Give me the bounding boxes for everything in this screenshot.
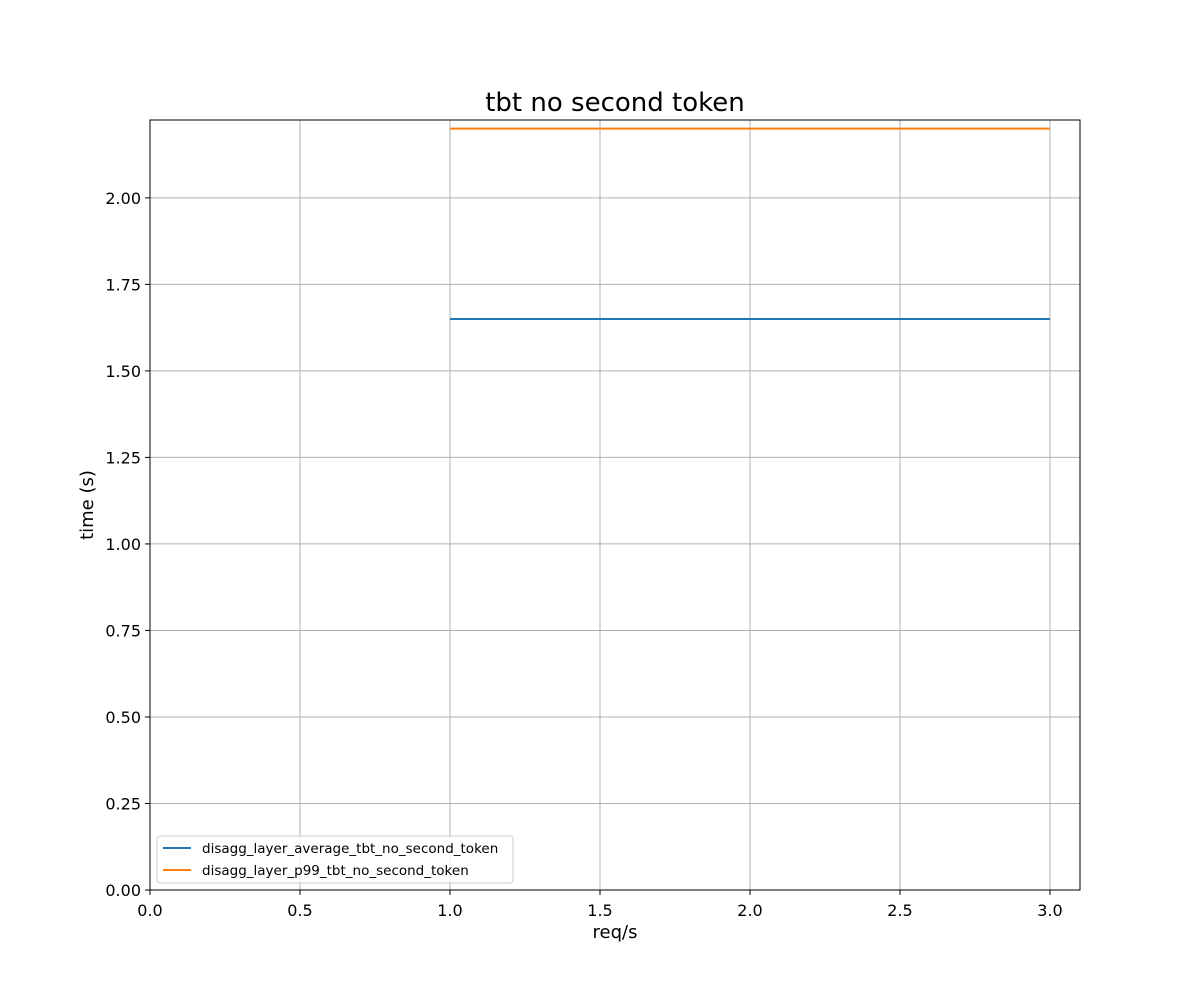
x-axis-label: req/s [593,922,638,943]
y-tick-label: 0.75 [105,621,141,640]
x-tick-label: 0.0 [137,901,162,920]
x-tick-label: 2.0 [737,901,762,920]
legend-entry-label: disagg_layer_p99_tbt_no_second_token [202,863,469,879]
y-tick-label: 0.25 [105,794,141,813]
x-tick-label: 2.5 [887,901,912,920]
y-tick-label: 0.50 [105,708,141,727]
y-tick-label: 1.50 [105,362,141,381]
x-tick-label: 0.5 [287,901,312,920]
y-tick-label: 2.00 [105,189,141,208]
legend: disagg_layer_average_tbt_no_second_token… [156,835,514,884]
legend-box [156,835,514,884]
y-tick-label: 1.25 [105,448,141,467]
y-tick-label: 1.75 [105,275,141,294]
x-tick-label: 3.0 [1037,901,1062,920]
chart-title: tbt no second token [485,88,745,118]
y-axis-label: time (s) [77,470,98,540]
axis-ticks: 0.0 0.5 1.0 1.5 2.0 2.5 3.0 0.00 0.25 0.50 0.75 1.0… [105,189,1062,920]
series-lines [450,127,1050,320]
plot-frame [149,119,1081,891]
x-tick-label: 1.5 [587,901,612,920]
y-tick-label: 1.00 [105,535,141,554]
legend-entry-label: disagg_layer_average_tbt_no_second_token [202,841,498,857]
y-tick-label: 0.00 [105,881,141,900]
x-tick-label: 1.0 [437,901,462,920]
